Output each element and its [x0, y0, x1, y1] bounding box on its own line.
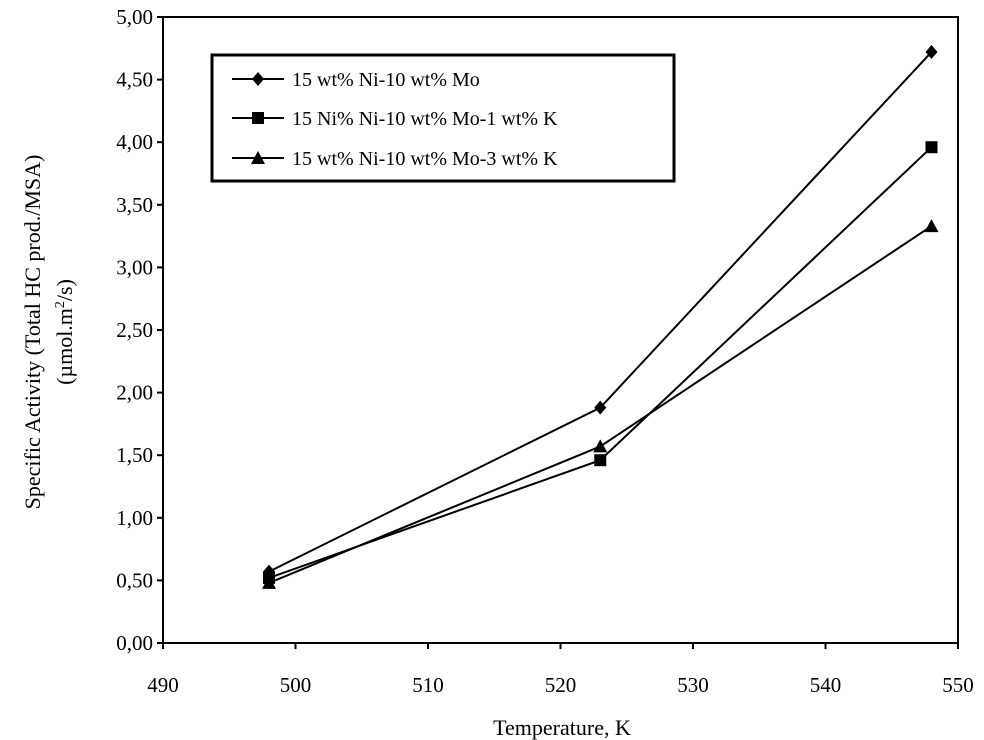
x-tick-label: 490 [147, 673, 179, 697]
x-tick-label: 540 [810, 673, 842, 697]
data-point-triangle [593, 439, 608, 453]
data-point-square [925, 141, 938, 154]
x-tick-label: 550 [942, 673, 974, 697]
y-tick-label: 2,50 [116, 318, 153, 342]
series-3 [262, 219, 939, 589]
y-axis-title-line2-sup: 2 [53, 301, 68, 308]
legend-label: 15 Ni% Ni-10 wt% Mo-1 wt% K [292, 108, 558, 130]
y-tick-label: 3,50 [116, 193, 153, 217]
data-point-triangle [262, 575, 276, 589]
x-axis-title: Temperature, K [493, 715, 631, 740]
series-2 [263, 141, 938, 584]
y-axis-title-line2: (µmol.m2/s) [52, 279, 77, 385]
legend-marker-triangle [251, 151, 265, 164]
data-point-triangle [924, 219, 939, 233]
y-tick-label: 0,00 [116, 631, 153, 655]
legend-box [210, 53, 676, 183]
y-tick-label: 2,00 [116, 381, 153, 405]
x-tick-label: 520 [545, 673, 577, 697]
legend-label: 15 wt% Ni-10 wt% Mo-3 wt% K [292, 148, 558, 170]
y-axis-title-line2-pre: (µmol.m [52, 308, 77, 385]
legend-label: 15 wt% Ni-10 wt% Mo [292, 69, 480, 91]
y-tick-label: 4,00 [116, 130, 153, 154]
y-axis-title-line2-post: /s) [52, 279, 77, 301]
y-tick-label: 3,00 [116, 255, 153, 279]
series-layer [262, 45, 939, 589]
x-tick-label: 530 [677, 673, 709, 697]
x-tick-label: 500 [280, 673, 312, 697]
data-point-square [594, 454, 607, 467]
y-tick-label: 0,50 [116, 568, 153, 592]
y-axis: 0,00 0,50 1,00 1,50 2,00 2,50 3,00 3,50 4,00 4,50… [116, 5, 163, 655]
legend-entry: 15 wt% Ni-10 wt% Mo-3 wt% K [232, 148, 558, 170]
y-axis-title-line1: Specific Activity (Total HC prod./MSA) [20, 155, 45, 510]
data-point-diamond [594, 400, 607, 415]
data-point-diamond [925, 45, 938, 60]
y-tick-label: 4,50 [116, 68, 153, 92]
legend: 15 wt% Ni-10 wt% Mo 15 Ni% Ni-10 wt% Mo-1… [210, 53, 676, 183]
legend-marker-diamond [252, 72, 264, 86]
y-tick-label: 1,50 [116, 443, 153, 467]
legend-entry: 15 wt% Ni-10 wt% Mo [232, 69, 480, 91]
legend-entry: 15 Ni% Ni-10 wt% Mo-1 wt% K [232, 108, 558, 130]
x-axis: 490 500 510 520 530 540 550 [147, 643, 974, 697]
legend-marker-square [252, 112, 264, 124]
x-tick-label: 510 [412, 673, 444, 697]
series-line [268, 146, 933, 579]
y-tick-label: 1,00 [116, 506, 153, 530]
y-tick-label: 5,00 [116, 5, 153, 29]
